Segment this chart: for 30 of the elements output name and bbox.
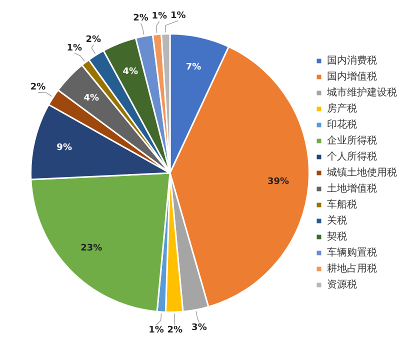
legend-label: 企业所得税 (327, 134, 377, 147)
legend-label: 资源税 (327, 278, 357, 291)
data-label: 39% (268, 176, 290, 187)
legend-label: 国内消费税 (327, 54, 377, 67)
legend-label: 契税 (327, 230, 347, 243)
legend-label: 车辆购置税 (327, 246, 377, 259)
data-label: 4% (122, 67, 138, 78)
data-label: 2% (167, 326, 183, 336)
legend-label: 关税 (327, 214, 347, 227)
legend-label: 房产税 (327, 102, 357, 115)
data-label: 1% (66, 43, 82, 54)
legend-label: 印花税 (327, 118, 357, 131)
data-label: 2% (86, 35, 102, 46)
data-label: 1% (152, 12, 167, 22)
data-label: 9% (56, 143, 72, 154)
data-label: 7% (186, 62, 202, 72)
data-label: 2% (133, 14, 148, 24)
data-label: 1% (170, 11, 186, 22)
data-label: 3% (192, 322, 207, 333)
data-label: 2% (30, 82, 46, 93)
legend-label: 土地增值税 (327, 182, 377, 195)
legend-label: 城镇土地使用税 (326, 166, 397, 179)
legend-label: 城市维护建设税 (326, 86, 397, 99)
data-label: 23% (80, 243, 102, 254)
legend-label: 车船税 (327, 198, 357, 211)
legend-label: 个人所得税 (327, 150, 377, 163)
data-label: 4% (84, 93, 100, 104)
legend-label: 国内增值税 (327, 70, 377, 83)
legend-label: 耕地占用税 (327, 262, 377, 275)
data-label: 1% (148, 325, 164, 336)
